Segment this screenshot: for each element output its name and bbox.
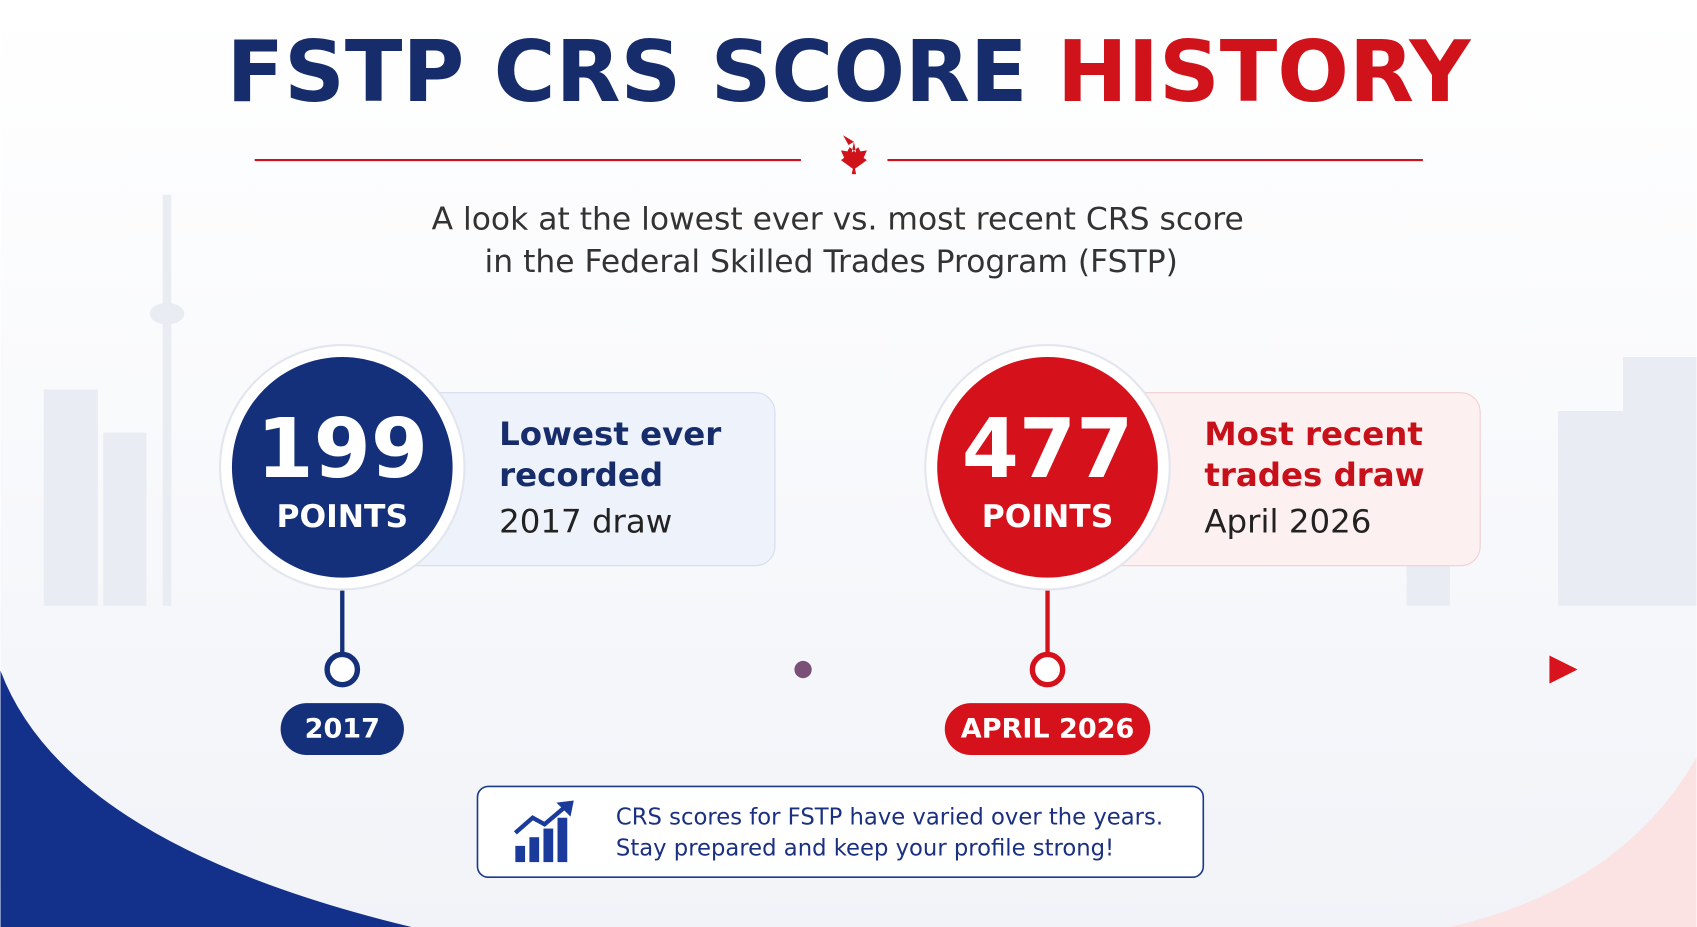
title: FSTP CRS SCORE HISTORY: [227, 23, 1472, 121]
note-text: CRS scores for FSTP have varied over the…: [616, 804, 1163, 830]
timeline-marker: [324, 651, 361, 688]
timeline-pill: [280, 703, 404, 756]
timeline-dot: [794, 660, 812, 679]
score-circle: [231, 356, 453, 578]
title-part: FSTP CRS SCORE: [227, 23, 1028, 121]
note-text: Stay prepared and keep your profile stro…: [616, 836, 1114, 862]
card-label: Lowest ever: [499, 415, 721, 453]
card-detail: April 2026: [1204, 503, 1371, 541]
card-label: trades draw: [1204, 456, 1424, 494]
corner-swoosh: [1449, 757, 1697, 927]
score: 477: [962, 402, 1134, 497]
timeline-label: APRIL 2026: [961, 714, 1134, 745]
timeline-arrow: [1549, 655, 1578, 684]
score-circle: [937, 356, 1158, 578]
title-part: HISTORY: [1057, 23, 1471, 121]
chart-icon: [513, 800, 574, 863]
timeline-marker: [1029, 651, 1066, 688]
subtitle: in the Federal Skilled Trades Program (F…: [485, 244, 1178, 280]
score-unit: POINTS: [982, 499, 1114, 535]
maple-leaf: [840, 135, 867, 175]
card-detail: 2017 draw: [499, 503, 672, 541]
card-label: recorded: [499, 456, 663, 494]
score: 199: [256, 402, 428, 497]
subtitle: A look at the lowest ever vs. most recen…: [432, 202, 1244, 238]
card-label: Most recent: [1204, 415, 1423, 453]
timeline-label: 2017: [305, 714, 380, 745]
corner-swoosh: [0, 670, 412, 927]
note-box: [476, 785, 1205, 879]
score-unit: POINTS: [277, 499, 409, 535]
timeline-pill: [944, 703, 1151, 756]
